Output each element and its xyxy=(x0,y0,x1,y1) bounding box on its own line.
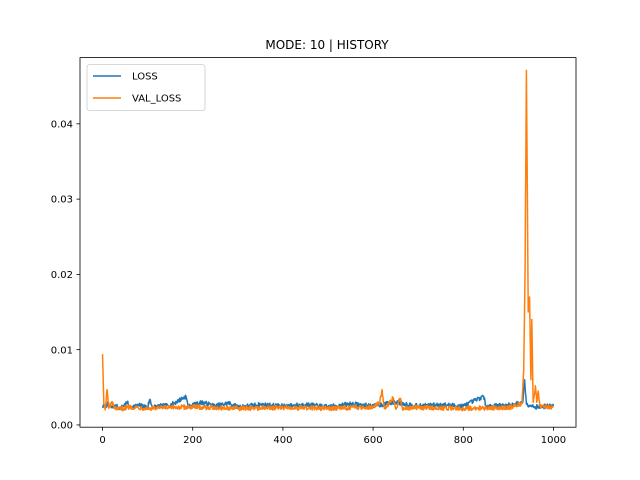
series-layer xyxy=(101,69,555,412)
x-tick-label: 0 xyxy=(99,435,105,446)
legend-label-val-loss: VAL_LOSS xyxy=(132,94,181,105)
series-line-val-loss xyxy=(101,69,554,412)
x-tick-label: 400 xyxy=(273,435,292,446)
y-tick-label: 0.03 xyxy=(51,195,73,206)
x-tick-label: 1000 xyxy=(541,435,566,446)
y-tick-label: 0.00 xyxy=(51,421,73,432)
legend: LOSS VAL_LOSS xyxy=(86,64,206,111)
x-tick-label: 600 xyxy=(364,435,383,446)
y-tick-label: 0.02 xyxy=(51,270,73,281)
x-axis: 0 200 400 600 800 1000 xyxy=(99,427,566,446)
x-tick-label: 200 xyxy=(183,435,202,446)
y-axis: 0.00 0.01 0.02 0.03 0.04 xyxy=(51,119,80,432)
y-tick-label: 0.04 xyxy=(51,119,73,130)
plot-frame xyxy=(79,57,577,428)
chart-title: MODE: 10 | HISTORY xyxy=(265,38,389,52)
y-tick-label: 0.01 xyxy=(51,345,73,356)
legend-label-loss: LOSS xyxy=(132,72,158,83)
x-tick-label: 800 xyxy=(454,435,473,446)
